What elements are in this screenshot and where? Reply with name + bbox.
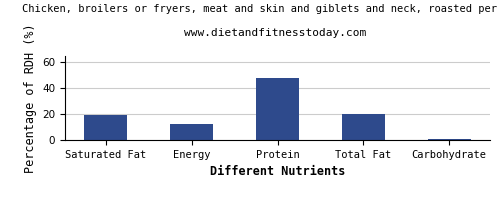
- Bar: [84, 115, 127, 140]
- Bar: [428, 139, 470, 140]
- Text: www.dietandfitnesstoday.com: www.dietandfitnesstoday.com: [184, 28, 366, 38]
- Bar: [256, 78, 299, 140]
- Bar: [342, 114, 385, 140]
- X-axis label: Different Nutrients: Different Nutrients: [210, 165, 345, 178]
- Y-axis label: Percentage of RDH (%): Percentage of RDH (%): [24, 23, 36, 173]
- Bar: [170, 124, 213, 140]
- Text: Chicken, broilers or fryers, meat and skin and giblets and neck, roasted per 100: Chicken, broilers or fryers, meat and sk…: [22, 4, 500, 14]
